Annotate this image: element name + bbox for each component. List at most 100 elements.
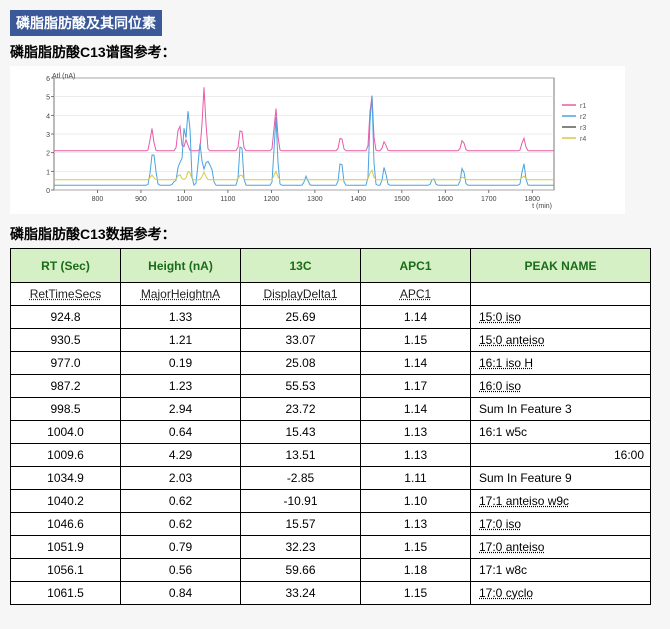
cell: 1056.1 [11, 559, 121, 582]
cell: 977.0 [11, 352, 121, 375]
spectrum-chart-container: 0123456800900100011001200130014001500160… [10, 66, 625, 214]
section-title-bar: 磷脂脂肪酸及其同位素 [10, 10, 162, 36]
cell: 0.84 [121, 582, 241, 605]
cell: 1.10 [361, 490, 471, 513]
cell: 17:1 w8c [471, 559, 651, 582]
cell: 924.8 [11, 306, 121, 329]
table-row: 1034.92.03-2.851.11Sum In Feature 9 [11, 467, 651, 490]
table-row: 1051.90.7932.231.1517:0 anteiso [11, 536, 651, 559]
cell: 55.53 [241, 375, 361, 398]
svg-text:1300: 1300 [307, 196, 323, 203]
svg-text:1600: 1600 [438, 196, 454, 203]
cell: 15.43 [241, 421, 361, 444]
svg-text:Atl (nA): Atl (nA) [52, 73, 75, 80]
cell: 998.5 [11, 398, 121, 421]
table-row: 1056.10.5659.661.1817:1 w8c [11, 559, 651, 582]
cell: 16:1 iso H [471, 352, 651, 375]
svg-text:0: 0 [46, 188, 50, 195]
cell: 33.07 [241, 329, 361, 352]
cell: 1.15 [361, 329, 471, 352]
cell: 15:0 iso [471, 306, 651, 329]
cell: 987.2 [11, 375, 121, 398]
table-row: 930.51.2133.071.1515:0 anteiso [11, 329, 651, 352]
col-subheader-0: RetTimeSecs [11, 283, 121, 306]
cell: 4.29 [121, 444, 241, 467]
cell: 59.66 [241, 559, 361, 582]
svg-text:2: 2 [46, 151, 50, 158]
svg-text:t (min): t (min) [532, 203, 552, 210]
cell: 2.94 [121, 398, 241, 421]
cell: 25.08 [241, 352, 361, 375]
spectrum-chart: 0123456800900100011001200130014001500160… [14, 70, 604, 210]
svg-text:900: 900 [135, 196, 147, 203]
table-row: 1046.60.6215.571.1317:0 iso [11, 513, 651, 536]
cell: 17:0 iso [471, 513, 651, 536]
cell: 1051.9 [11, 536, 121, 559]
cell: 17:0 cyclo [471, 582, 651, 605]
cell: 1.14 [361, 352, 471, 375]
svg-text:1100: 1100 [220, 196, 235, 203]
cell: 0.56 [121, 559, 241, 582]
svg-text:r4: r4 [580, 136, 586, 143]
cell: Sum In Feature 3 [471, 398, 651, 421]
cell: 1.15 [361, 582, 471, 605]
cell: 1.23 [121, 375, 241, 398]
table-row: 1061.50.8433.241.1517:0 cyclo [11, 582, 651, 605]
cell: 17:0 anteiso [471, 536, 651, 559]
svg-text:r1: r1 [580, 103, 586, 110]
svg-text:1200: 1200 [264, 196, 280, 203]
cell: 0.19 [121, 352, 241, 375]
cell: -2.85 [241, 467, 361, 490]
cell: 1.14 [361, 306, 471, 329]
svg-text:4: 4 [46, 113, 50, 120]
svg-text:5: 5 [46, 95, 50, 102]
svg-text:3: 3 [46, 132, 50, 139]
cell: 13.51 [241, 444, 361, 467]
col-subheader-1: MajorHeightnA [121, 283, 241, 306]
cell: 16:0 iso [471, 375, 651, 398]
col-subheader-4 [471, 283, 651, 306]
table-row: 924.81.3325.691.1415:0 iso [11, 306, 651, 329]
cell: 1.17 [361, 375, 471, 398]
table-row: 987.21.2355.531.1716:0 iso [11, 375, 651, 398]
col-header-1: Height (nA) [121, 249, 241, 283]
svg-text:1700: 1700 [481, 196, 497, 203]
cell: 1.18 [361, 559, 471, 582]
cell: 2.03 [121, 467, 241, 490]
svg-text:6: 6 [46, 76, 50, 83]
svg-text:1500: 1500 [394, 196, 410, 203]
table-row: 977.00.1925.081.1416:1 iso H [11, 352, 651, 375]
cell: 0.64 [121, 421, 241, 444]
svg-text:1000: 1000 [177, 196, 193, 203]
table-subtitle: 磷脂脂肪酸C13数据参考： [10, 224, 660, 244]
cell: 0.79 [121, 536, 241, 559]
cell: 23.72 [241, 398, 361, 421]
svg-text:800: 800 [92, 196, 104, 203]
cell: 1061.5 [11, 582, 121, 605]
svg-text:1800: 1800 [524, 196, 540, 203]
col-header-2: 13C [241, 249, 361, 283]
cell: 16:00 [471, 444, 651, 467]
chart-subtitle: 磷脂脂肪酸C13谱图参考： [10, 42, 660, 62]
cell: 1004.0 [11, 421, 121, 444]
col-header-4: PEAK NAME [471, 249, 651, 283]
cell: 25.69 [241, 306, 361, 329]
cell: 1.21 [121, 329, 241, 352]
cell: 32.23 [241, 536, 361, 559]
cell: -10.91 [241, 490, 361, 513]
svg-text:r2: r2 [580, 114, 586, 121]
col-subheader-3: APC1 [361, 283, 471, 306]
cell: 0.62 [121, 490, 241, 513]
cell: 1.33 [121, 306, 241, 329]
table-row: 1040.20.62-10.911.1017:1 anteiso w9c [11, 490, 651, 513]
cell: 1.13 [361, 444, 471, 467]
cell: 1.13 [361, 513, 471, 536]
cell: 1.13 [361, 421, 471, 444]
fatty-acid-data-table: RT (Sec)Height (nA)13CAPC1PEAK NAME RetTi… [10, 248, 651, 605]
cell: 1046.6 [11, 513, 121, 536]
cell: 1.14 [361, 398, 471, 421]
table-row: 1004.00.6415.431.1316:1 w5c [11, 421, 651, 444]
svg-text:1: 1 [46, 169, 50, 176]
col-subheader-2: DisplayDelta1 [241, 283, 361, 306]
col-header-0: RT (Sec) [11, 249, 121, 283]
